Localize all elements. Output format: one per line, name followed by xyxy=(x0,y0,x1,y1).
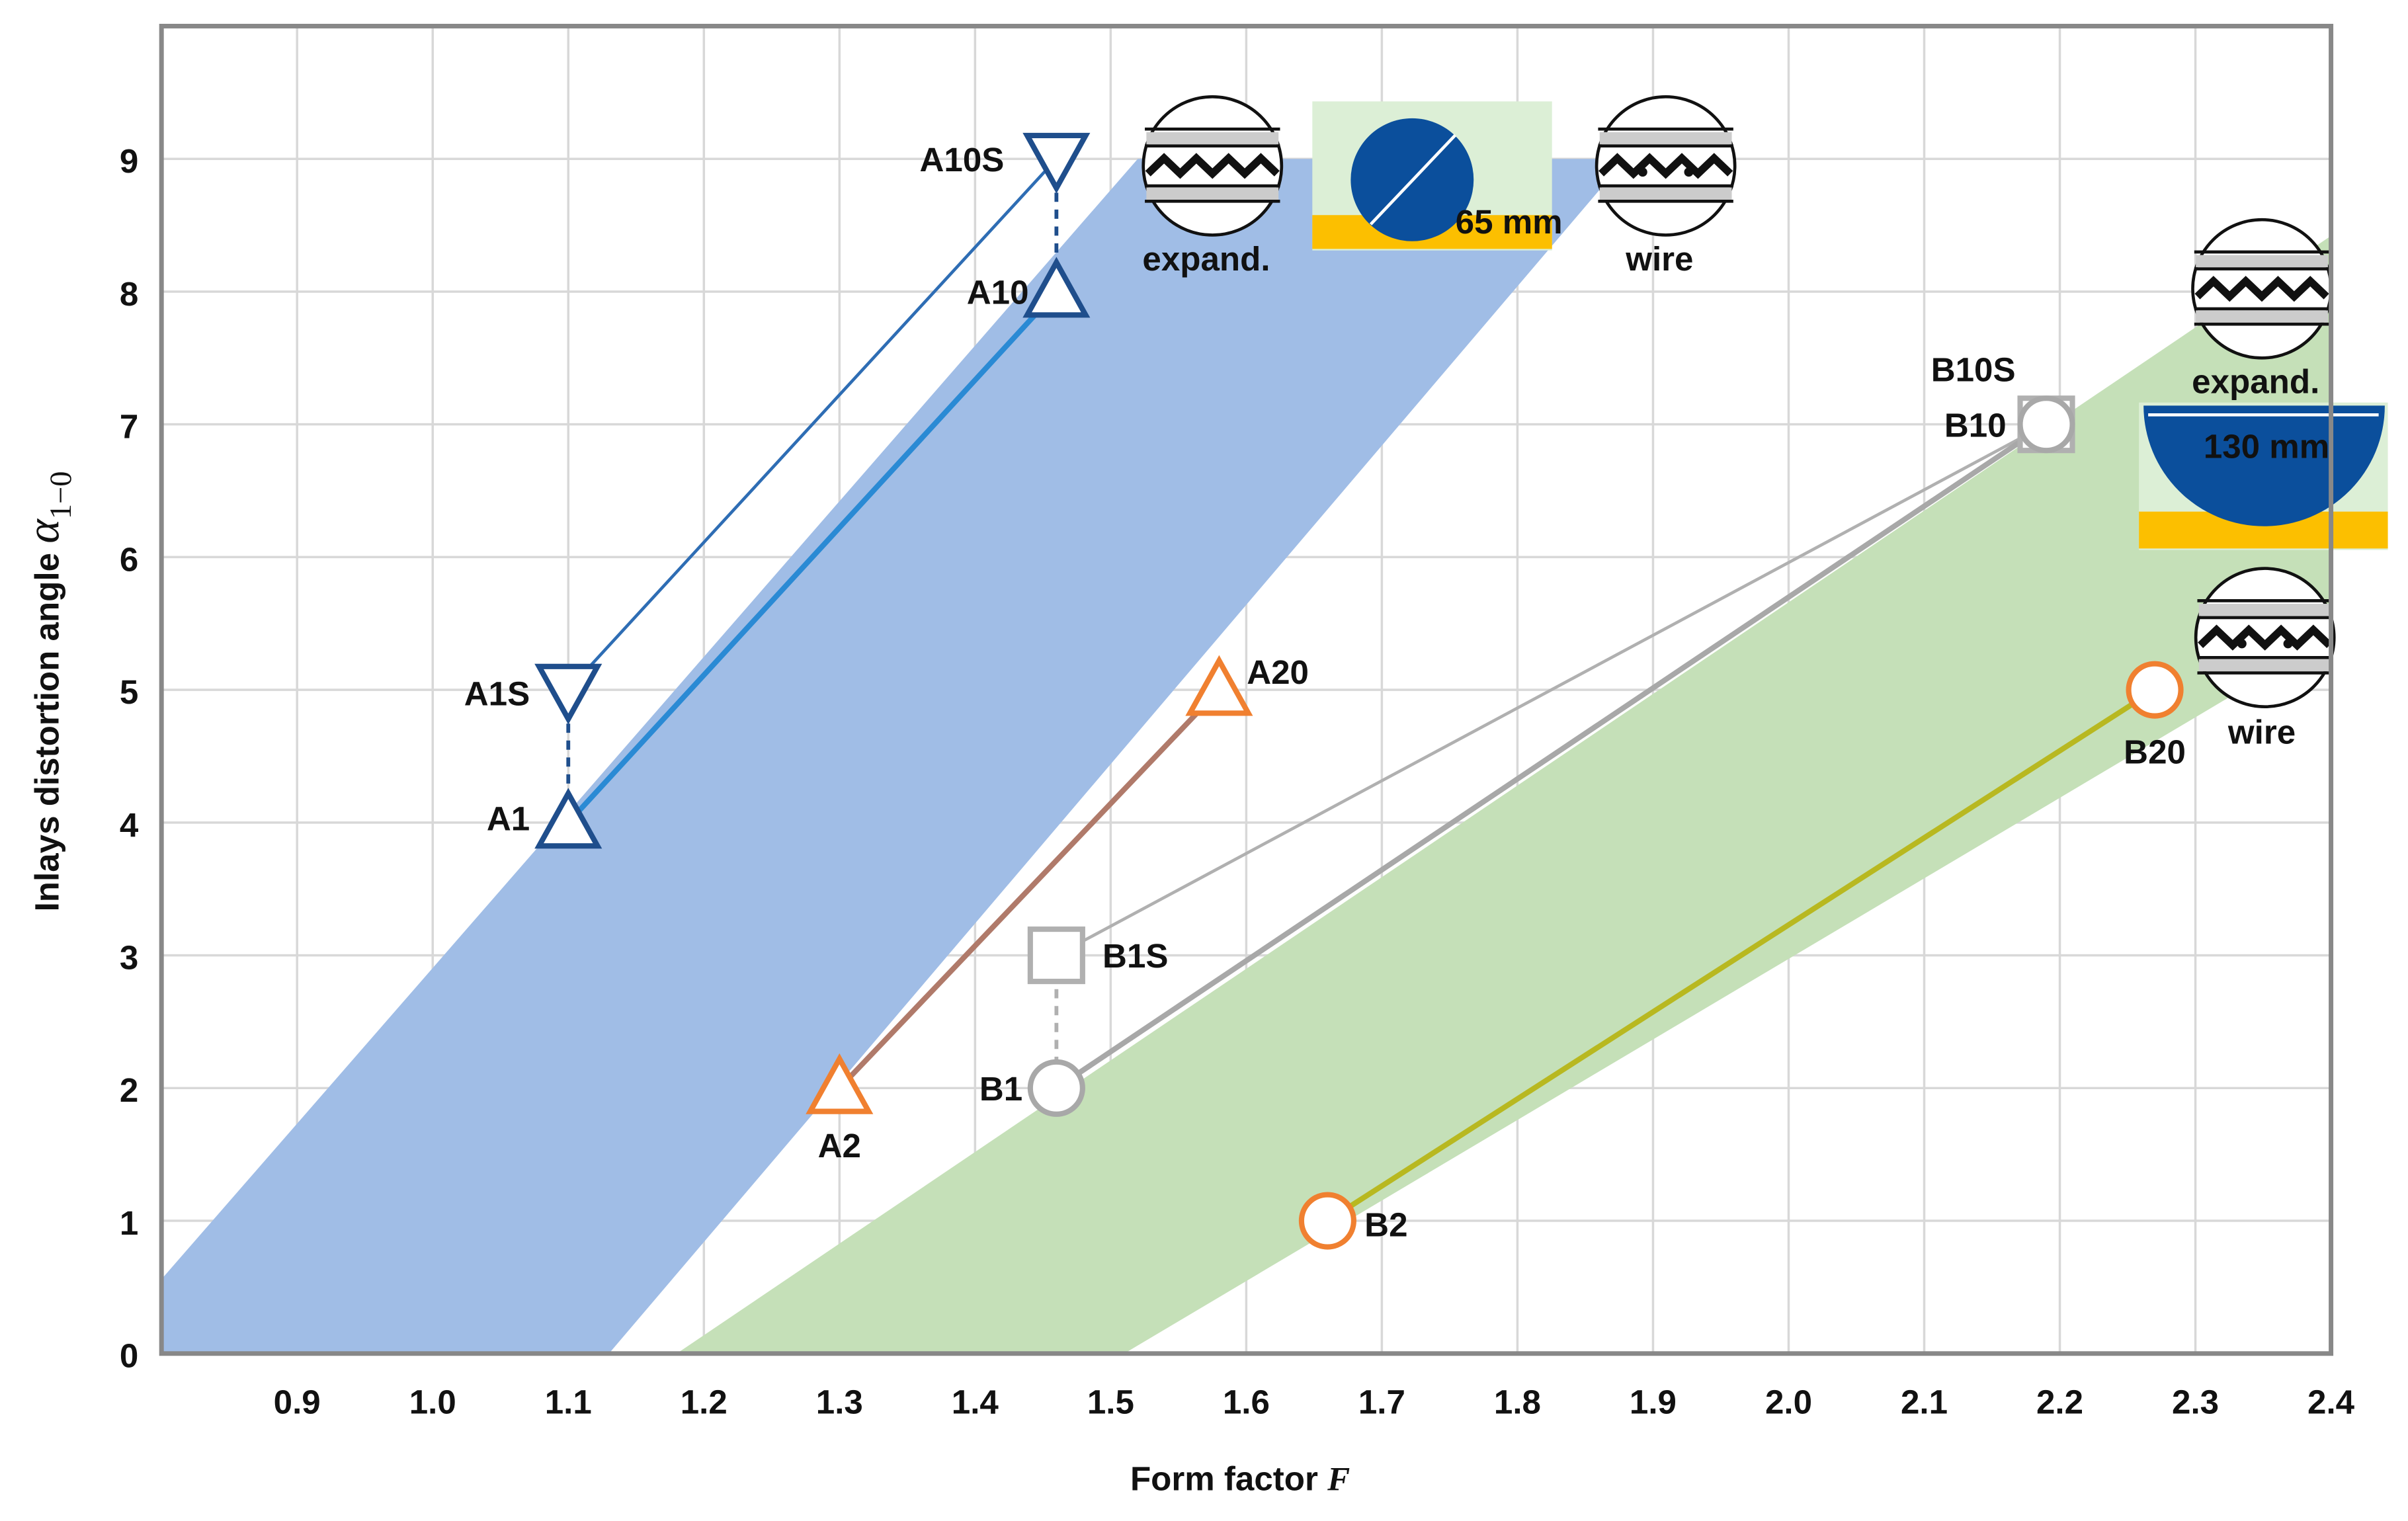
icon-dot xyxy=(1638,167,1647,177)
connector xyxy=(567,157,1058,691)
point xyxy=(534,663,602,725)
icon-layer xyxy=(1146,187,1279,200)
x-tick-label: 1.3 xyxy=(816,1383,863,1420)
point-label: A1S xyxy=(464,675,530,712)
annotation: 65 mm xyxy=(1456,203,1563,241)
inset-arrow xyxy=(1369,134,1457,226)
annotation: expand. xyxy=(2192,363,2319,401)
point xyxy=(1027,926,1085,985)
y-tick-label: 1 xyxy=(120,1204,138,1242)
connector xyxy=(1326,687,2157,1223)
point-label: B20 xyxy=(2124,733,2186,771)
y-label-subscript: 1−0 xyxy=(44,472,78,520)
icon-zigzag xyxy=(1145,153,1280,179)
y-axis-label: Inlays distortion angle α1−0 xyxy=(19,472,79,912)
inlay-icon xyxy=(2194,567,2336,709)
point-label: B10 xyxy=(1944,406,2007,444)
y-tick-label: 4 xyxy=(120,806,139,844)
x-tick-label: 1.9 xyxy=(1630,1383,1677,1420)
icon-layer xyxy=(2196,310,2328,323)
connector xyxy=(566,290,1059,825)
inlay-icon xyxy=(1142,95,1284,237)
point-label: A10 xyxy=(967,274,1029,311)
x-tick-label: 1.5 xyxy=(1087,1383,1134,1420)
icon-layer xyxy=(2198,604,2331,616)
icon-zigzag xyxy=(1598,153,1733,179)
x-label-text: Form factor xyxy=(1130,1460,1318,1498)
y-label-text: Inlays distortion angle xyxy=(28,553,66,911)
icon-layer xyxy=(1599,187,1732,200)
point xyxy=(2126,661,2184,719)
annotation: expand. xyxy=(1142,240,1270,278)
y-tick-label: 9 xyxy=(120,142,138,180)
x-tick-label: 1.0 xyxy=(409,1383,456,1420)
inlay-icon xyxy=(1595,95,1737,237)
band xyxy=(677,235,2331,1354)
icon-disc xyxy=(2194,567,2336,709)
point-label: B1S xyxy=(1102,937,1168,975)
icon-layer xyxy=(2196,255,2328,268)
inset-icons xyxy=(1142,95,2388,709)
icon-dot xyxy=(2283,639,2293,649)
icon-zigzag xyxy=(2194,276,2329,302)
y-tick-label: 6 xyxy=(120,540,138,578)
inset-disc xyxy=(2143,405,2385,526)
y-label-symbol: α xyxy=(19,518,69,544)
point xyxy=(534,788,602,849)
icon-dot xyxy=(1684,167,1694,177)
band xyxy=(161,159,1626,1354)
x-tick-label: 1.8 xyxy=(1494,1383,1541,1420)
y-tick-label: 0 xyxy=(120,1337,138,1375)
x-tick-label: 2.1 xyxy=(1901,1383,1948,1420)
annotation: wire xyxy=(2227,713,2296,751)
x-tick-label: 1.1 xyxy=(545,1383,592,1420)
x-tick-label: 1.4 xyxy=(952,1383,999,1420)
point xyxy=(1027,1059,1085,1117)
point xyxy=(1022,132,1091,194)
y-tick-label: 7 xyxy=(120,408,138,446)
x-tick-label: 2.3 xyxy=(2172,1383,2219,1420)
icon-layer xyxy=(2198,659,2331,672)
icon-layer xyxy=(1146,132,1279,145)
annotation: wire xyxy=(1625,240,1693,278)
x-label-symbol: F xyxy=(1327,1461,1350,1499)
icon-layer xyxy=(1599,132,1732,145)
x-tick-label: 0.9 xyxy=(274,1383,321,1420)
point-label: A2 xyxy=(818,1127,861,1165)
y-tick-label: 8 xyxy=(120,275,138,313)
point xyxy=(806,1053,874,1114)
y-tick-label: 5 xyxy=(120,673,138,711)
point-label: B2 xyxy=(1364,1206,1407,1243)
point xyxy=(1022,257,1091,318)
x-tick-label: 2.4 xyxy=(2307,1383,2355,1420)
x-tick-label: 2.2 xyxy=(2036,1383,2083,1420)
plot-frame xyxy=(159,24,2334,1356)
point-label: B1 xyxy=(979,1070,1022,1108)
point xyxy=(1185,655,1253,716)
point-label: A1 xyxy=(487,800,530,837)
icon-disc xyxy=(2191,218,2333,360)
icon-dot xyxy=(2237,639,2247,649)
point xyxy=(1298,1192,1356,1250)
point-label: A20 xyxy=(1247,653,1309,691)
x-tick-label: 2.0 xyxy=(1765,1383,1812,1420)
annotation: 130 mm xyxy=(2204,427,2329,465)
icon-disc xyxy=(1142,95,1284,237)
icon-disc xyxy=(1595,95,1737,237)
y-tick-label: 3 xyxy=(120,938,138,976)
point-label: A10S xyxy=(920,141,1005,179)
connector xyxy=(1055,422,2048,1090)
point-label: B10S xyxy=(1931,351,2016,389)
connector xyxy=(1056,423,2048,957)
x-tick-label: 1.2 xyxy=(681,1383,727,1420)
x-axis-label: Form factor F xyxy=(1130,1460,1350,1499)
y-tick-label: 2 xyxy=(120,1071,138,1109)
x-tick-label: 1.6 xyxy=(1223,1383,1270,1420)
point xyxy=(2017,395,2075,454)
connector xyxy=(837,688,1222,1090)
inlay-icon xyxy=(2191,218,2333,360)
x-tick-label: 1.7 xyxy=(1358,1383,1405,1420)
icon-zigzag xyxy=(2198,624,2333,651)
